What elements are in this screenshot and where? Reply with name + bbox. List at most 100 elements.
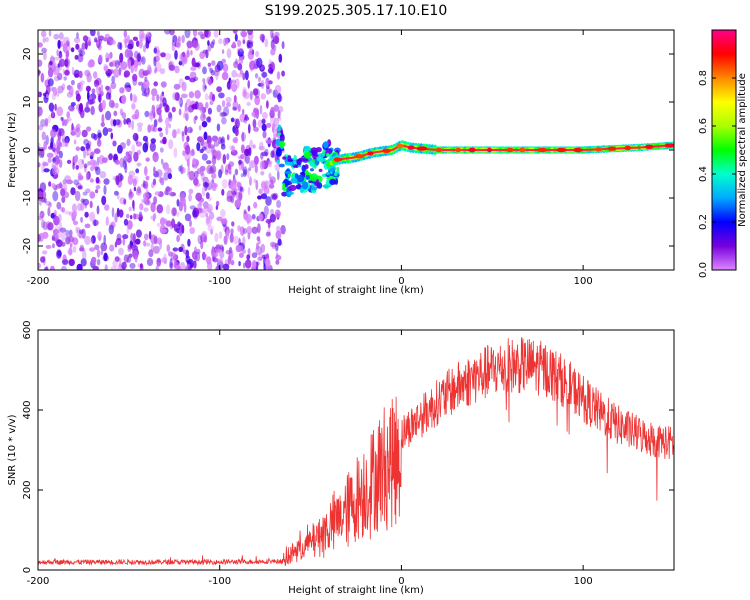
spectrogram-noise-cell	[78, 70, 83, 79]
spectrogram-noise-cell	[61, 83, 66, 91]
spectrogram-noise-cell	[264, 38, 269, 48]
spectrogram-noise-cell	[50, 141, 54, 149]
spectrogram-noise-cell	[191, 103, 199, 110]
spectrogram-noise-cell	[242, 108, 245, 115]
spectrogram-noise-cell	[121, 261, 127, 270]
spectrogram-marks	[38, 30, 674, 270]
spectrogram-noise-cell	[254, 88, 260, 99]
spectrogram-noise-cell	[64, 58, 69, 67]
spectrogram-noise-cell	[87, 99, 94, 105]
spectrogram-noise-cell	[95, 185, 101, 190]
spectrogram-noise-cell	[39, 182, 47, 193]
spectrogram-noise-cell	[219, 244, 224, 251]
spectrogram-noise-cell	[74, 190, 81, 202]
snr-x-axis-label: Height of straight line (km)	[288, 585, 424, 596]
spectrogram-noise-cell	[106, 72, 111, 78]
spectrogram-onset-cell	[315, 147, 322, 153]
spectrogram-noise-cell	[149, 141, 156, 152]
spectrogram-noise-cell	[95, 85, 99, 94]
spectrogram-noise-cell	[56, 145, 61, 155]
spectrogram-noise-cell	[121, 112, 127, 119]
spectrogram-noise-cell	[186, 158, 190, 168]
spectrogram-noise-cell	[261, 111, 268, 120]
spectrogram-noise-cell	[93, 219, 97, 227]
spectrogram-noise-cell	[86, 126, 92, 132]
spectrogram-noise-cell	[89, 211, 96, 222]
spectrogram-noise-cell	[174, 92, 180, 101]
spectrogram-noise-cell	[242, 249, 246, 254]
spectrogram-noise-cell	[201, 121, 208, 128]
spectrogram-noise-cell	[238, 159, 243, 165]
spectrogram-noise-cell	[89, 159, 96, 166]
spectrogram-noise-cell	[277, 170, 280, 181]
spectrogram-noise-cell	[278, 95, 283, 102]
spectrogram-noise-cell	[263, 205, 269, 216]
spectrogram-noise-cell	[171, 207, 178, 217]
spectrogram-noise-cell	[178, 98, 182, 105]
spectrogram-noise-cell	[68, 104, 72, 111]
spectrogram-noise-cell	[58, 58, 66, 67]
spectrogram-noise-cell	[182, 51, 186, 58]
spectrogram-noise-cell	[131, 120, 135, 130]
spectrogram-noise-cell	[81, 159, 85, 165]
spectrogram-noise-cell	[241, 161, 245, 172]
spectrogram-noise-cell	[118, 247, 124, 256]
spectrogram-noise-cell	[74, 54, 79, 60]
spectrogram-noise-cell	[53, 33, 60, 40]
spectrogram-noise-cell	[156, 257, 162, 267]
spectrogram-noise-cell	[41, 47, 47, 54]
spectrogram-noise-cell	[252, 144, 256, 149]
spectrogram-noise-cell	[73, 179, 80, 186]
spectrogram-noise-cell	[129, 262, 136, 269]
spectrogram-noise-cell	[46, 93, 49, 99]
spectrogram-noise-cell	[268, 63, 273, 70]
spectrogram-noise-cell	[52, 228, 60, 235]
spectrogram-noise-cell	[160, 81, 167, 88]
spectrogram-noise-cell	[74, 73, 79, 78]
spectrogram-noise-cell	[163, 171, 169, 181]
spectrogram-noise-cell	[56, 91, 60, 97]
spectrogram-noise-cell	[274, 163, 281, 171]
spectrogram-noise-cell	[87, 90, 90, 101]
spectrogram-noise-cell	[215, 200, 220, 207]
spectrogram-noise-cell	[247, 80, 250, 89]
spectrogram-noise-cell	[133, 151, 139, 162]
spectrogram-noise-cell	[156, 49, 161, 57]
spectrogram-noise-cell	[57, 250, 62, 257]
spectrogram-noise-cell	[66, 159, 72, 164]
colorbar-tick-label: 0.4	[698, 166, 709, 182]
spectrogram-noise-cell	[132, 233, 136, 243]
spectrogram-noise-cell	[259, 141, 264, 150]
spectrogram-noise-cell	[196, 248, 201, 255]
spectrogram-noise-cell	[234, 127, 239, 137]
spectrogram-noise-cell	[75, 165, 79, 170]
spectrogram-noise-cell	[211, 155, 217, 166]
spectrogram-noise-cell	[56, 106, 64, 117]
spectrogram-noise-cell	[150, 202, 156, 213]
spectrogram-noise-cell	[81, 42, 86, 50]
spectrogram-noise-cell	[181, 132, 185, 142]
spectrogram-noise-cell	[130, 65, 134, 74]
spectrogram-noise-cell	[117, 144, 123, 154]
spectrogram-noise-cell	[204, 85, 207, 90]
spectrogram-noise-cell	[72, 156, 76, 166]
spectrogram-noise-cell	[262, 130, 267, 139]
spectrogram-noise-cell	[90, 165, 95, 172]
spectrogram-noise-cell	[270, 150, 275, 158]
spectrogram-noise-cell	[40, 219, 46, 229]
spectrogram-noise-cell	[277, 106, 284, 113]
spectrogram-noise-cell	[47, 67, 54, 78]
spectrogram-noise-cell	[128, 206, 132, 212]
spectrogram-noise-cell	[159, 132, 164, 138]
spectrogram-noise-cell	[220, 112, 228, 117]
spectrogram-noise-cell	[247, 205, 251, 212]
spectrogram-x-axis-label: Height of straight line (km)	[288, 285, 424, 296]
spectrogram-noise-cell	[164, 30, 171, 35]
spectrogram-noise-cell	[153, 245, 160, 254]
spectrogram-noise-cell	[156, 169, 163, 178]
spectrogram-noise-cell	[143, 79, 150, 89]
spectrogram-ridge-peak	[518, 147, 526, 153]
spectrogram-noise-cell	[233, 235, 239, 245]
spectrogram-noise-cell	[253, 178, 257, 183]
